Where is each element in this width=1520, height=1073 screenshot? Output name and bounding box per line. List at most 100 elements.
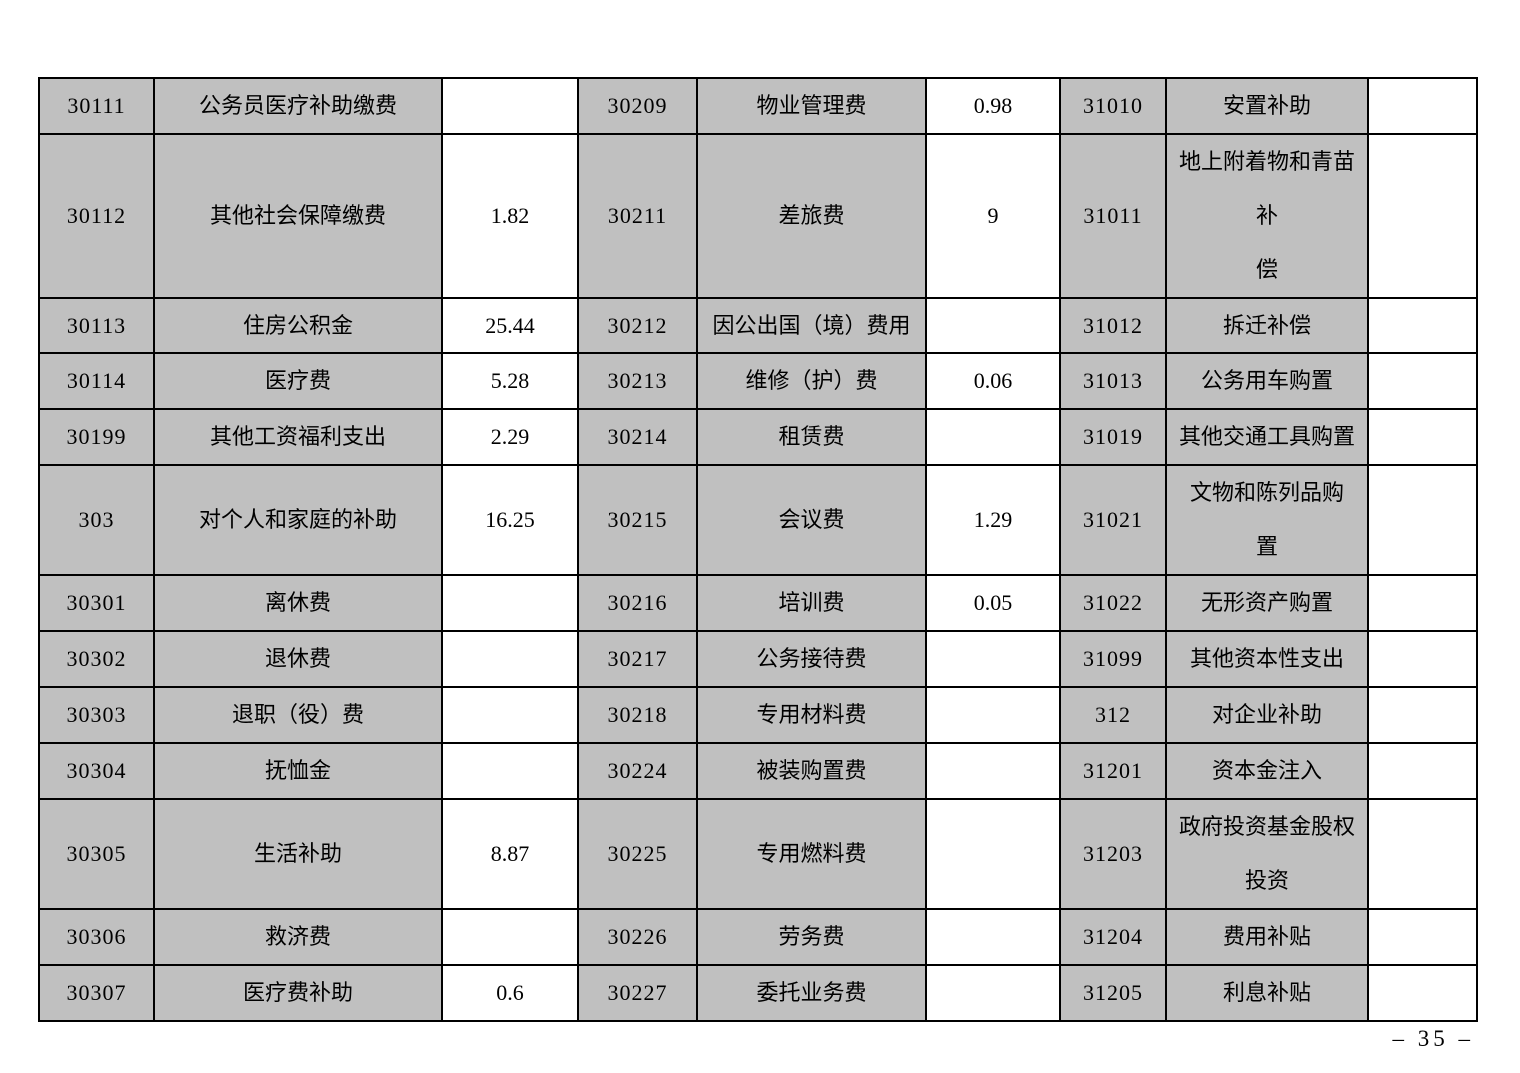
name-cell: 其他交通工具购置 bbox=[1165, 408, 1369, 467]
table-row: 30114 医疗费 5.28 30213 维修（护）费 0.06 31013 公务用车购置 bbox=[38, 352, 1478, 411]
code-cell: 30307 bbox=[38, 963, 155, 1022]
code-cell: 30199 bbox=[38, 408, 155, 467]
code-cell: 31099 bbox=[1059, 630, 1167, 689]
table-row: 30301 离休费 30216 培训费 0.05 31022 无形资产购置 bbox=[38, 574, 1478, 633]
amount-cell: 8.87 bbox=[441, 797, 579, 910]
code-cell: 30212 bbox=[577, 296, 698, 355]
amount-cell bbox=[1367, 963, 1478, 1022]
name-cell: 生活补助 bbox=[153, 797, 443, 910]
amount-cell bbox=[925, 686, 1061, 744]
amount-cell: 2.29 bbox=[441, 408, 579, 467]
code-cell: 30216 bbox=[577, 574, 698, 633]
amount-cell bbox=[925, 907, 1061, 966]
amount-cell bbox=[1367, 77, 1478, 135]
amount-cell bbox=[925, 797, 1061, 910]
amount-cell: 0.05 bbox=[925, 574, 1061, 633]
amount-cell bbox=[925, 296, 1061, 355]
amount-cell bbox=[1367, 464, 1478, 577]
name-cell: 政府投资基金股权 投资 bbox=[1165, 797, 1369, 910]
table-row: 30304 抚恤金 30224 被装购置费 31201 资本金注入 bbox=[38, 741, 1478, 800]
table-row: 303 对个人和家庭的补助 16.25 30215 会议费 1.29 31021 文物和陈列品… bbox=[38, 464, 1478, 577]
name-cell: 租赁费 bbox=[696, 408, 927, 467]
amount-cell bbox=[925, 408, 1061, 467]
name-cell: 抚恤金 bbox=[153, 741, 443, 800]
name-cell: 无形资产购置 bbox=[1165, 574, 1369, 633]
amount-cell bbox=[1367, 408, 1478, 467]
table-row: 30111 公务员医疗补助缴费 30209 物业管理费 0.98 31010 安置补助 bbox=[38, 77, 1478, 135]
amount-cell bbox=[441, 574, 579, 633]
code-cell: 30303 bbox=[38, 686, 155, 744]
name-cell: 公务用车购置 bbox=[1165, 352, 1369, 411]
amount-cell bbox=[1367, 352, 1478, 411]
name-cell: 委托业务费 bbox=[696, 963, 927, 1022]
name-cell: 维修（护）费 bbox=[696, 352, 927, 411]
amount-cell bbox=[925, 630, 1061, 689]
code-cell: 30214 bbox=[577, 408, 698, 467]
code-cell: 303 bbox=[38, 464, 155, 577]
code-cell: 31019 bbox=[1059, 408, 1167, 467]
code-cell: 30304 bbox=[38, 741, 155, 800]
table-row: 30305 生活补助 8.87 30225 专用燃料费 31203 政府投资基金股权 投资 bbox=[38, 797, 1478, 910]
page-number: – 35 – bbox=[1392, 1026, 1474, 1051]
code-cell: 31201 bbox=[1059, 741, 1167, 800]
amount-cell: 0.06 bbox=[925, 352, 1061, 411]
table-row: 30112 其他社会保障缴费 1.82 30211 差旅费 9 31011 地上附着物和青苗补… bbox=[38, 132, 1478, 299]
name-cell: 医疗费 bbox=[153, 352, 443, 411]
amount-cell: 0.6 bbox=[441, 963, 579, 1022]
amount-cell bbox=[441, 907, 579, 966]
name-cell: 退职（役）费 bbox=[153, 686, 443, 744]
amount-cell: 0.98 bbox=[925, 77, 1061, 135]
name-cell: 专用材料费 bbox=[696, 686, 927, 744]
name-cell: 利息补贴 bbox=[1165, 963, 1369, 1022]
amount-cell bbox=[441, 630, 579, 689]
code-cell: 30306 bbox=[38, 907, 155, 966]
code-cell: 30211 bbox=[577, 132, 698, 299]
code-cell: 31204 bbox=[1059, 907, 1167, 966]
name-cell: 医疗费补助 bbox=[153, 963, 443, 1022]
name-cell: 公务员医疗补助缴费 bbox=[153, 77, 443, 135]
code-cell: 30215 bbox=[577, 464, 698, 577]
code-cell: 30302 bbox=[38, 630, 155, 689]
name-cell: 退休费 bbox=[153, 630, 443, 689]
code-cell: 30225 bbox=[577, 797, 698, 910]
code-cell: 30224 bbox=[577, 741, 698, 800]
code-cell: 30114 bbox=[38, 352, 155, 411]
code-cell: 30305 bbox=[38, 797, 155, 910]
name-cell: 专用燃料费 bbox=[696, 797, 927, 910]
code-cell: 30209 bbox=[577, 77, 698, 135]
name-cell: 文物和陈列品购 置 bbox=[1165, 464, 1369, 577]
amount-cell: 5.28 bbox=[441, 352, 579, 411]
name-cell: 物业管理费 bbox=[696, 77, 927, 135]
budget-table-body: 30111 公务员医疗补助缴费 30209 物业管理费 0.98 31010 安置补助 301… bbox=[38, 77, 1478, 1022]
name-cell: 因公出国（境）费用 bbox=[696, 296, 927, 355]
code-cell: 30227 bbox=[577, 963, 698, 1022]
name-cell: 离休费 bbox=[153, 574, 443, 633]
table-row: 30303 退职（役）费 30218 专用材料费 312 对企业补助 bbox=[38, 686, 1478, 744]
amount-cell bbox=[1367, 296, 1478, 355]
amount-cell: 9 bbox=[925, 132, 1061, 299]
code-cell: 30113 bbox=[38, 296, 155, 355]
name-cell: 救济费 bbox=[153, 907, 443, 966]
table-row: 30306 救济费 30226 劳务费 31204 费用补贴 bbox=[38, 907, 1478, 966]
name-cell: 地上附着物和青苗补 偿 bbox=[1165, 132, 1369, 299]
code-cell: 31013 bbox=[1059, 352, 1167, 411]
table-row: 30113 住房公积金 25.44 30212 因公出国（境）费用 31012 拆迁补偿 bbox=[38, 296, 1478, 355]
code-cell: 31203 bbox=[1059, 797, 1167, 910]
budget-table: 30111 公务员医疗补助缴费 30209 物业管理费 0.98 31010 安置补助 301… bbox=[38, 77, 1478, 1022]
code-cell: 30213 bbox=[577, 352, 698, 411]
name-cell: 会议费 bbox=[696, 464, 927, 577]
code-cell: 30301 bbox=[38, 574, 155, 633]
code-cell: 312 bbox=[1059, 686, 1167, 744]
name-cell: 公务接待费 bbox=[696, 630, 927, 689]
name-cell: 资本金注入 bbox=[1165, 741, 1369, 800]
name-cell: 其他资本性支出 bbox=[1165, 630, 1369, 689]
table-row: 30199 其他工资福利支出 2.29 30214 租赁费 31019 其他交通工具购置 bbox=[38, 408, 1478, 467]
name-cell: 其他工资福利支出 bbox=[153, 408, 443, 467]
code-cell: 30218 bbox=[577, 686, 698, 744]
amount-cell bbox=[441, 686, 579, 744]
amount-cell bbox=[1367, 574, 1478, 633]
amount-cell bbox=[925, 741, 1061, 800]
code-cell: 30112 bbox=[38, 132, 155, 299]
amount-cell: 25.44 bbox=[441, 296, 579, 355]
amount-cell: 16.25 bbox=[441, 464, 579, 577]
